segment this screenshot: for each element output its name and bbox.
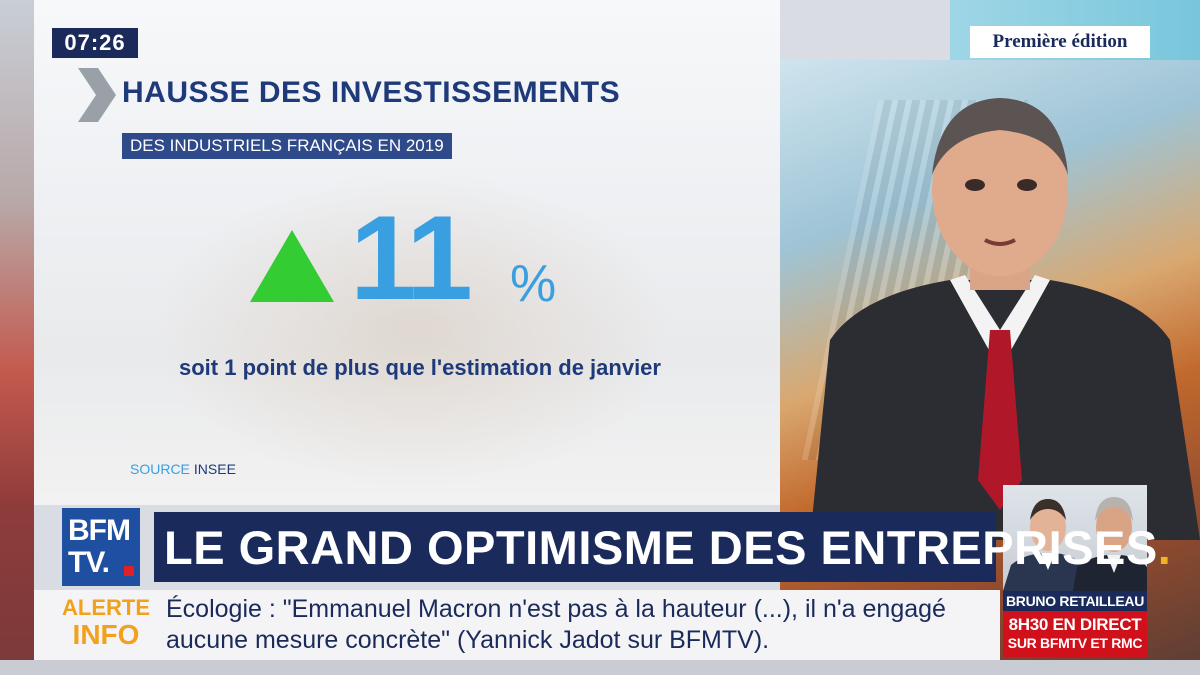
alert-label-line-1: ALERTE xyxy=(62,595,150,620)
bottom-strip xyxy=(0,660,1200,675)
up-triangle-icon xyxy=(250,230,334,302)
guest-photos xyxy=(1003,497,1147,591)
guest-photo-box xyxy=(1003,485,1147,591)
headline-text: LE GRAND OPTIMISME DES ENTREPRISES xyxy=(164,520,1158,574)
chevron-right-icon xyxy=(78,68,116,122)
guest-channel-line: SUR BFMTV ET RMC xyxy=(1007,635,1143,651)
source-value: INSEE xyxy=(193,461,236,477)
presenter-figure xyxy=(810,98,1200,540)
infographic-title: HAUSSE DES INVESTISSEMENTS xyxy=(122,76,621,109)
logo-red-square xyxy=(124,566,134,576)
source-label: SOURCE xyxy=(130,461,190,477)
alert-label: ALERTE INFO xyxy=(60,596,152,650)
stat-value: 11 xyxy=(350,191,473,325)
infographic-panel xyxy=(34,0,780,505)
stat-note: soit 1 point de plus que l'estimation de… xyxy=(179,355,661,380)
headline-dot: . xyxy=(1157,520,1172,574)
logo-line-2: TV. xyxy=(68,546,110,579)
bfmtv-logo: BFM TV. xyxy=(62,508,140,586)
infographic-subtitle: DES INDUSTRIELS FRANÇAIS EN 2019 xyxy=(122,133,452,159)
edition-label: Première édition xyxy=(970,26,1150,58)
headline-banner: LE GRAND OPTIMISME DES ENTREPRISES. xyxy=(154,512,1171,582)
guest-name: BRUNO RETAILLEAU xyxy=(1003,591,1147,611)
clock-badge: 07:26 xyxy=(52,28,138,58)
guest-schedule: 8H30 EN DIRECT SUR BFMTV ET RMC xyxy=(1003,611,1147,657)
source-line: SOURCE INSEE xyxy=(130,461,236,477)
logo-line-1: BFM xyxy=(68,514,131,547)
stat-unit: % xyxy=(510,255,557,313)
panel-glow xyxy=(154,170,674,490)
background-strip xyxy=(0,0,34,675)
alert-label-line-2: INFO xyxy=(72,619,140,650)
ticker-bar xyxy=(34,590,1000,660)
guest-time-line: 8H30 EN DIRECT xyxy=(1008,615,1142,634)
ticker-text: Écologie : "Emmanuel Macron n'est pas à … xyxy=(166,595,946,654)
